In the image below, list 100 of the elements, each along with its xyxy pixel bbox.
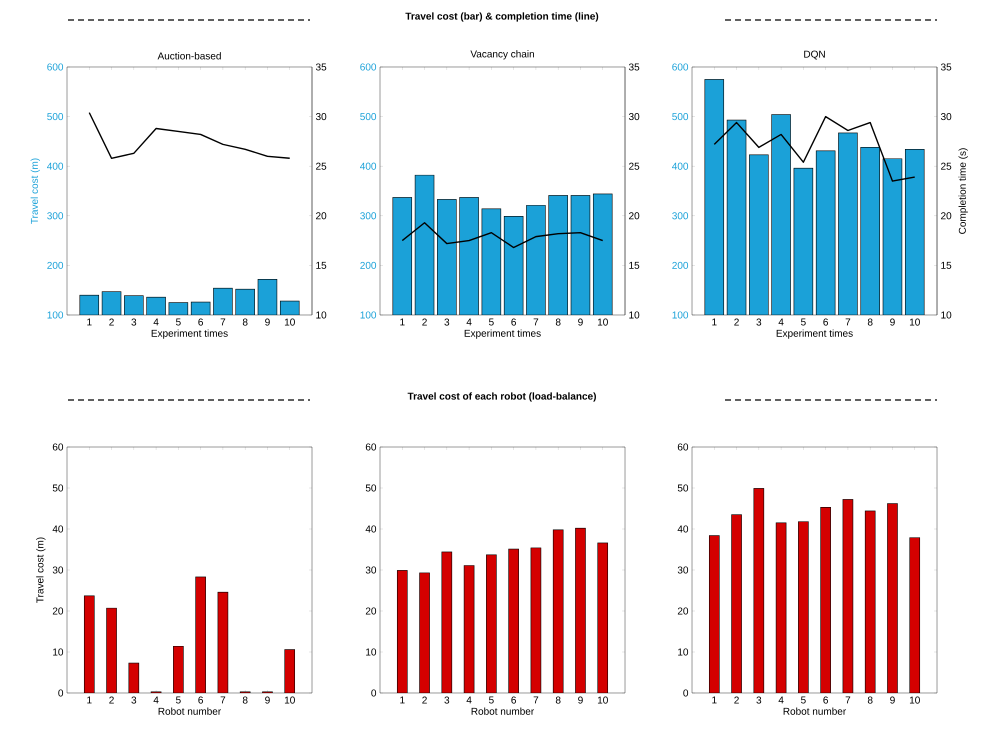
y-tick-label: 10	[53, 648, 64, 656]
bar	[442, 552, 452, 693]
x-tick-label: 6	[511, 696, 516, 704]
y2-tick-label: 25	[941, 162, 952, 170]
y-tick-label: 600	[672, 63, 688, 71]
x-tick-label: 8	[242, 696, 248, 704]
y-tick-label: 50	[366, 484, 376, 492]
x-tick-label: 1	[87, 696, 92, 704]
x-tick-label: 9	[890, 318, 895, 326]
x-tick-label: 5	[176, 696, 181, 704]
y-tick-label: 30	[678, 566, 688, 574]
x-tick-label: 4	[466, 696, 472, 704]
x-tick-label: 5	[489, 696, 494, 704]
x-axis-title: Robot number	[784, 707, 846, 715]
bar	[530, 548, 542, 693]
y-tick-label: 200	[360, 262, 376, 269]
x-tick-label: 5	[801, 696, 806, 704]
bar	[396, 570, 408, 693]
x-tick-label: 2	[734, 696, 739, 704]
x-axis-title: Experiment times	[776, 329, 853, 339]
y-tick-label: 10	[366, 648, 376, 656]
y-tick-label: 100	[672, 311, 688, 319]
x-tick-label: 10	[910, 696, 920, 704]
x-tick-label: 9	[890, 696, 895, 704]
x-tick-label: 3	[131, 696, 136, 704]
x-tick-label: 7	[220, 696, 226, 704]
x-tick-label: 6	[823, 696, 828, 704]
chart-title: Vacancy chain	[470, 50, 534, 60]
x-tick-label: 10	[598, 696, 608, 704]
y2-tick-label: 30	[316, 113, 326, 120]
y-tick-label: 100	[48, 311, 64, 319]
x-tick-label: 8	[242, 318, 248, 326]
y2-tick-label: 10	[629, 311, 640, 319]
line-series	[402, 222, 604, 248]
y2-tick-label: 25	[629, 162, 640, 170]
chart-title: DQN	[804, 50, 825, 60]
bar	[486, 554, 497, 693]
y-tick-label: 400	[360, 162, 376, 170]
y-tick-label: 300	[672, 212, 688, 220]
x-tick-label: 2	[734, 318, 739, 326]
y2-tick-label: 35	[628, 63, 640, 71]
x-tick-label: 8	[868, 318, 873, 326]
x-tick-label: 9	[265, 318, 270, 326]
y-tick-label: 20	[678, 607, 688, 615]
y-tick-label: 60	[678, 443, 688, 451]
y-tick-label: 60	[52, 443, 64, 451]
y-axis-title: Travel cost (m)	[30, 158, 40, 224]
x-tick-label: 10	[910, 318, 920, 326]
bar	[508, 548, 519, 693]
y-tick-label: 40	[52, 525, 64, 533]
y-tick-label: 200	[672, 262, 688, 269]
y-tick-label: 0	[58, 689, 64, 697]
y2-tick-label: 30	[940, 113, 952, 120]
x-tick-label: 1	[712, 318, 717, 326]
x-tick-label: 10	[598, 318, 608, 326]
x-axis-title: Robot number	[472, 707, 534, 715]
x-axis-title: Experiment times	[152, 329, 228, 339]
x-tick-label: 10	[284, 318, 295, 326]
y-tick-label: 40	[366, 525, 376, 533]
y2-tick-label: 15	[629, 262, 640, 269]
y-tick-label: 300	[47, 212, 64, 220]
x-tick-label: 10	[284, 696, 295, 704]
x-tick-label: 1	[87, 318, 92, 326]
x-tick-label: 8	[556, 318, 561, 326]
y-axis-title: Travel cost (m)	[36, 537, 46, 603]
x-tick-label: 7	[220, 318, 226, 326]
y2-tick-label: 35	[316, 63, 326, 71]
x-tick-label: 7	[534, 318, 538, 326]
x-tick-label: 9	[265, 696, 270, 704]
bar	[552, 530, 564, 693]
x-tick-label: 9	[578, 696, 583, 704]
bar	[597, 542, 608, 693]
y2-tick-label: 30	[628, 113, 640, 120]
y-tick-label: 0	[683, 689, 688, 697]
y-tick-label: 20	[366, 607, 376, 615]
line-series	[714, 116, 916, 182]
x-tick-label: 7	[846, 696, 850, 704]
text: Travel cost of each robot (load-balance)	[408, 392, 596, 402]
x-tick-label: 4	[154, 696, 159, 704]
y-tick-label: 500	[672, 113, 688, 120]
x-axis-title: Experiment times	[464, 329, 541, 339]
y2-tick-label: 35	[940, 63, 952, 71]
y2-tick-label: 15	[316, 262, 326, 269]
y-tick-label: 100	[360, 311, 376, 319]
x-tick-label: 3	[131, 318, 136, 326]
y-tick-label: 50	[52, 484, 64, 492]
y-tick-label: 400	[672, 162, 688, 170]
x-tick-label: 2	[422, 696, 427, 704]
x-tick-label: 8	[868, 696, 873, 704]
x-tick-label: 4	[154, 318, 159, 326]
bar	[464, 565, 474, 693]
x-tick-label: 7	[846, 318, 850, 326]
x-tick-label: 6	[823, 318, 828, 326]
y2-axis-title: Completion time (s)	[958, 148, 968, 234]
y2-tick-label: 20	[941, 212, 952, 220]
x-tick-label: 3	[444, 318, 450, 326]
x-tick-label: 6	[198, 696, 203, 704]
y2-tick-label: 20	[316, 212, 326, 220]
x-tick-label: 4	[466, 318, 472, 326]
x-tick-label: 1	[400, 318, 405, 326]
